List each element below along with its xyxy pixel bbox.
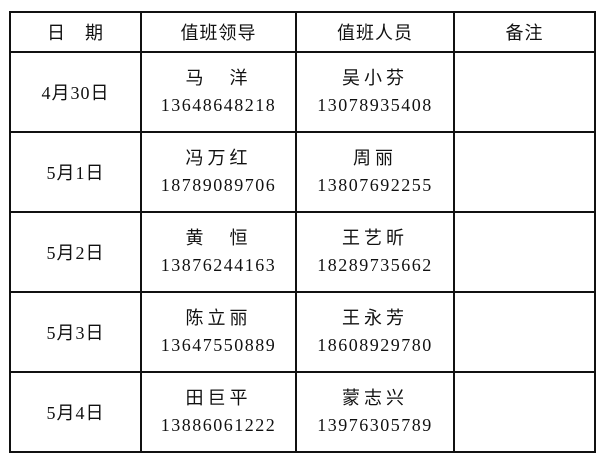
staff-phone: 13976305789 (317, 415, 433, 435)
leader-phone: 18789089706 (160, 175, 277, 195)
note-cell (453, 211, 596, 293)
date: 5月1日 (46, 163, 105, 183)
staff-cell: 王艺昕 18289735662 (295, 211, 455, 293)
note-cell (453, 51, 596, 133)
staff-name: 吴小芬 (342, 68, 408, 88)
staff-phone: 13078935408 (317, 95, 433, 115)
date-cell: 5月2日 (9, 211, 142, 293)
date-cell: 5月3日 (9, 291, 142, 373)
date-cell: 4月30日 (9, 51, 142, 133)
header-note: 备注 (453, 11, 596, 53)
staff-phone: 18289735662 (317, 255, 433, 275)
header-staff: 值班人员 (295, 11, 455, 53)
staff-name: 王艺昕 (342, 228, 408, 248)
staff-cell: 王永芳 18608929780 (295, 291, 455, 373)
leader-cell: 马 洋 13648648218 (140, 51, 297, 133)
leader-name: 陈立丽 (185, 308, 252, 328)
table-row: 5月4日 田巨平 13886061222 蒙志兴 13976305789 (9, 371, 596, 453)
staff-cell: 吴小芬 13078935408 (295, 51, 455, 133)
table-row: 5月1日 冯万红 18789089706 周丽 13807692255 (9, 131, 596, 213)
date: 4月30日 (41, 83, 110, 103)
staff-cell: 周丽 13807692255 (295, 131, 455, 213)
staff-name: 周丽 (353, 148, 397, 168)
leader-name: 田巨平 (185, 388, 252, 408)
date: 5月2日 (46, 243, 105, 263)
table-row: 5月2日 黄 恒 13876244163 王艺昕 18289735662 (9, 211, 596, 293)
table-row: 5月3日 陈立丽 13647550889 王永芳 18608929780 (9, 291, 596, 373)
staff-phone: 13807692255 (317, 175, 433, 195)
leader-cell: 陈立丽 13647550889 (140, 291, 297, 373)
header-date: 日 期 (9, 11, 142, 53)
duty-roster-table: 日 期 值班领导 值班人员 备注 4月30日 马 洋 13648648218 吴小芬 1… (9, 11, 596, 453)
header-leader: 值班领导 (140, 11, 297, 53)
leader-name: 冯万红 (185, 148, 252, 168)
note-cell (453, 131, 596, 213)
date: 5月4日 (46, 403, 105, 423)
date-cell: 5月4日 (9, 371, 142, 453)
date-cell: 5月1日 (9, 131, 142, 213)
leader-cell: 黄 恒 13876244163 (140, 211, 297, 293)
staff-cell: 蒙志兴 13976305789 (295, 371, 455, 453)
note-cell (453, 371, 596, 453)
note-cell (453, 291, 596, 373)
staff-name: 王永芳 (342, 308, 408, 328)
leader-phone: 13876244163 (160, 255, 277, 275)
leader-phone: 13886061222 (160, 415, 277, 435)
leader-name: 马 洋 (185, 68, 252, 88)
leader-phone: 13647550889 (160, 335, 277, 355)
date: 5月3日 (46, 323, 105, 343)
table-row: 4月30日 马 洋 13648648218 吴小芬 13078935408 (9, 51, 596, 133)
leader-cell: 田巨平 13886061222 (140, 371, 297, 453)
staff-name: 蒙志兴 (342, 388, 408, 408)
staff-phone: 18608929780 (317, 335, 433, 355)
header-row: 日 期 值班领导 值班人员 备注 (9, 11, 596, 53)
leader-cell: 冯万红 18789089706 (140, 131, 297, 213)
leader-phone: 13648648218 (160, 95, 277, 115)
leader-name: 黄 恒 (185, 228, 252, 248)
